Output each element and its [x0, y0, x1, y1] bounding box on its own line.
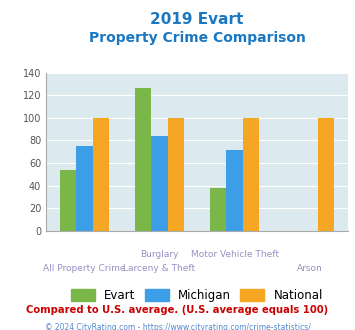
Legend: Evart, Michigan, National: Evart, Michigan, National [66, 284, 328, 307]
Bar [135, 88, 151, 231]
Bar [93, 118, 109, 231]
Bar [151, 136, 168, 231]
Text: Arson: Arson [296, 264, 322, 273]
Text: 2019 Evart: 2019 Evart [150, 12, 244, 26]
Bar [60, 170, 76, 231]
Text: All Property Crime: All Property Crime [43, 264, 126, 273]
Text: Larceny & Theft: Larceny & Theft [124, 264, 196, 273]
Text: © 2024 CityRating.com - https://www.cityrating.com/crime-statistics/: © 2024 CityRating.com - https://www.city… [45, 323, 310, 330]
Text: Compared to U.S. average. (U.S. average equals 100): Compared to U.S. average. (U.S. average … [26, 305, 329, 315]
Bar [243, 118, 259, 231]
Bar [168, 118, 184, 231]
Text: Motor Vehicle Theft: Motor Vehicle Theft [191, 250, 279, 259]
Bar [226, 149, 243, 231]
Bar [76, 146, 93, 231]
Text: Burglary: Burglary [140, 250, 179, 259]
Bar [210, 188, 226, 231]
Text: Property Crime Comparison: Property Crime Comparison [89, 31, 305, 45]
Bar [318, 118, 334, 231]
